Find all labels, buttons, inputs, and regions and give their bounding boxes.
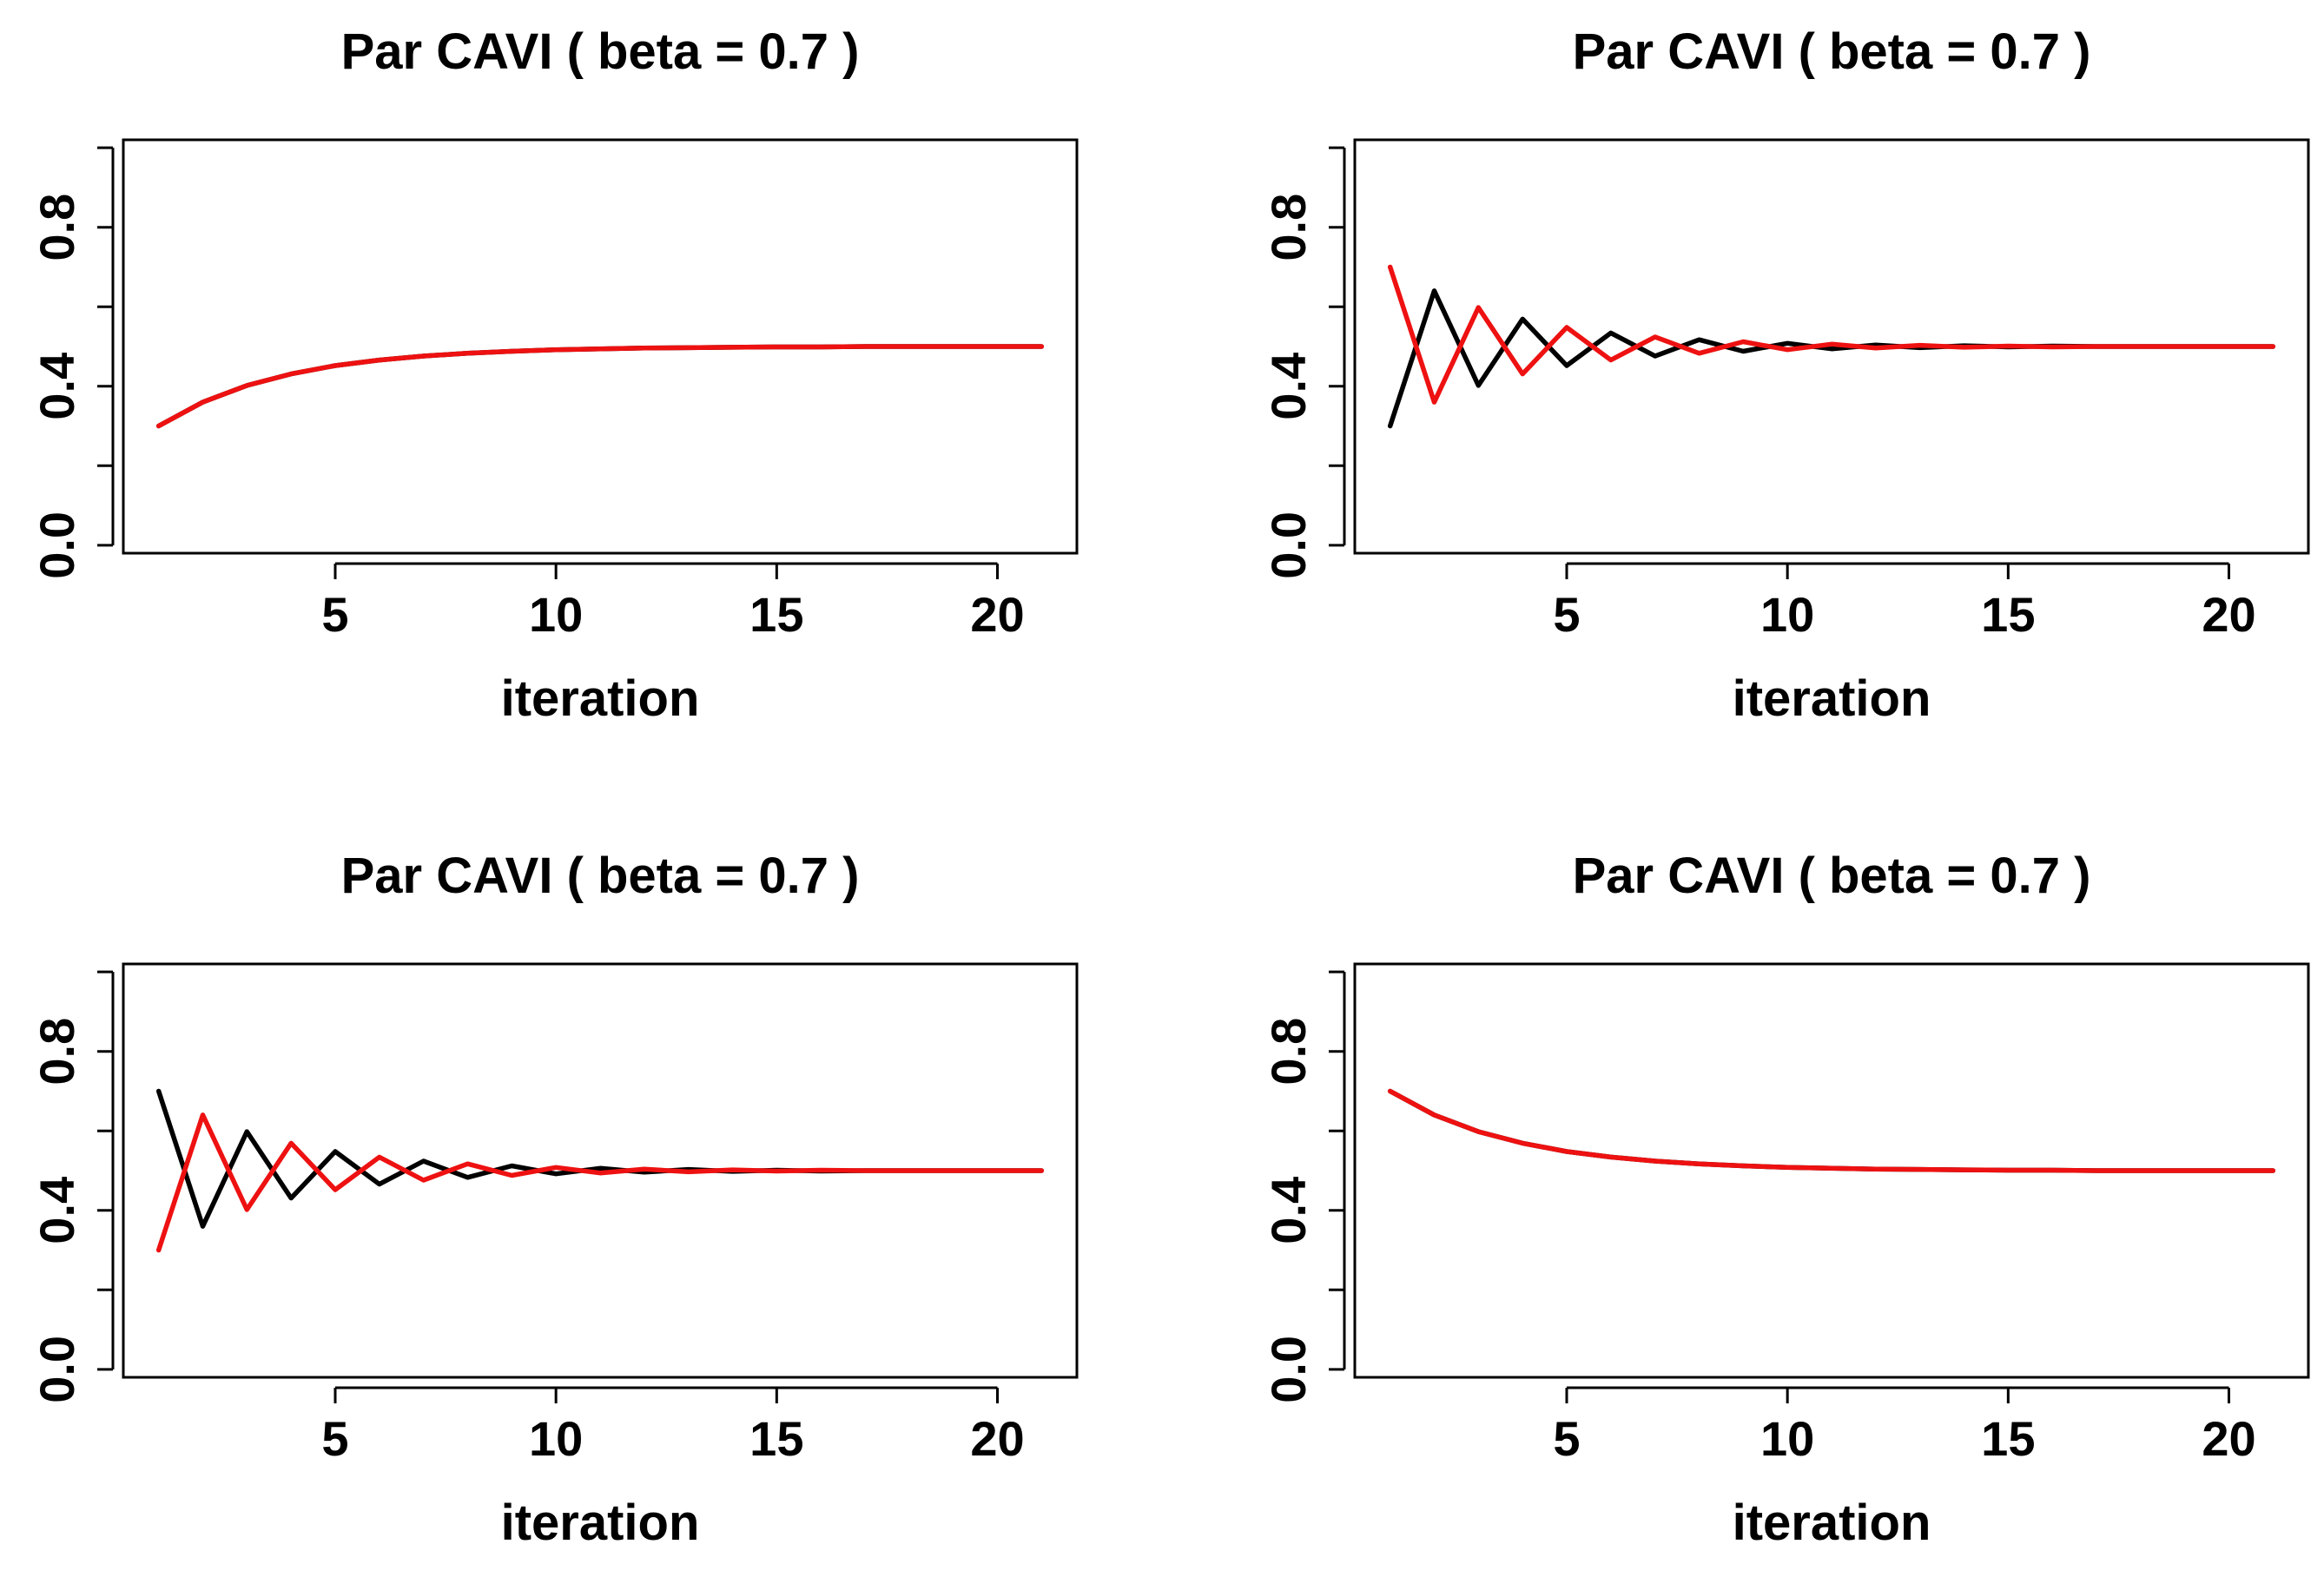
- series-line-black: [1387, 288, 2276, 429]
- x-tick-label: 10: [529, 587, 583, 642]
- y-tick-label: 0.4: [30, 353, 84, 420]
- y-tick-label: 0.8: [30, 1018, 84, 1086]
- y-tick-label: 0.0: [30, 1336, 84, 1403]
- x-tick-label: 10: [1760, 1411, 1814, 1466]
- x-tick-label: 20: [2202, 1411, 2255, 1466]
- series-line-red: [155, 1112, 1045, 1253]
- plot-frame: [122, 138, 1079, 555]
- x-tick-label: 5: [1553, 587, 1580, 642]
- y-tick-label: 0.8: [1261, 1018, 1316, 1086]
- x-tick-label: 20: [2202, 587, 2255, 642]
- panel-2: Par CAVI ( beta = 0.7 ) 5 10 15 20 iteration 0…: [1261, 23, 2310, 727]
- series-line-black: [155, 1088, 1045, 1229]
- x-tick-label: 5: [321, 587, 348, 642]
- panel-3: Par CAVI ( beta = 0.7 ) 5 10 15 20 iteration 0…: [30, 848, 1079, 1551]
- y-tick-label: 0.8: [30, 194, 84, 261]
- plot-frame: [1353, 962, 2310, 1379]
- y-tick-label: 0.0: [30, 512, 84, 579]
- y-tick-label: 0.4: [30, 1177, 84, 1244]
- x-tick-label: 15: [1981, 1411, 2035, 1466]
- x-axis-label: iteration: [1733, 1495, 1931, 1551]
- y-tick-label: 0.8: [1261, 194, 1316, 261]
- chart-title: Par CAVI ( beta = 0.7 ): [341, 23, 860, 80]
- x-tick-label: 5: [1553, 1411, 1580, 1466]
- x-tick-label: 15: [1981, 587, 2035, 642]
- y-tick-label: 0.0: [1261, 1336, 1316, 1403]
- x-axis-label: iteration: [1733, 670, 1931, 727]
- series-line-black: [155, 344, 1045, 429]
- x-tick-label: 10: [1760, 587, 1814, 642]
- x-tick-label: 5: [321, 1411, 348, 1466]
- chart-title: Par CAVI ( beta = 0.7 ): [341, 848, 860, 904]
- panel-1: Par CAVI ( beta = 0.7 ) 5 10 15 20 iteration 0…: [30, 23, 1079, 727]
- x-tick-label: 20: [970, 587, 1024, 642]
- chart-title: Par CAVI ( beta = 0.7 ): [1573, 848, 2091, 904]
- x-axis-label: iteration: [501, 1495, 700, 1551]
- series-line-red: [1387, 264, 2276, 405]
- series-line-red: [155, 344, 1045, 429]
- panel-4: Par CAVI ( beta = 0.7 ) 5 10 15 20 iteration 0…: [1261, 848, 2310, 1551]
- x-tick-label: 15: [749, 587, 803, 642]
- plot-frame: [1353, 138, 2310, 555]
- x-tick-label: 15: [749, 1411, 803, 1466]
- series-line-red: [1387, 1088, 2276, 1173]
- plot-frame: [122, 962, 1079, 1379]
- y-tick-label: 0.4: [1261, 1177, 1316, 1244]
- y-tick-label: 0.4: [1261, 353, 1316, 420]
- series-line-black: [1387, 1088, 2276, 1173]
- chart-title: Par CAVI ( beta = 0.7 ): [1573, 23, 2091, 80]
- y-tick-label: 0.0: [1261, 512, 1316, 579]
- x-tick-label: 10: [529, 1411, 583, 1466]
- x-tick-label: 20: [970, 1411, 1024, 1466]
- x-axis-label: iteration: [501, 670, 700, 727]
